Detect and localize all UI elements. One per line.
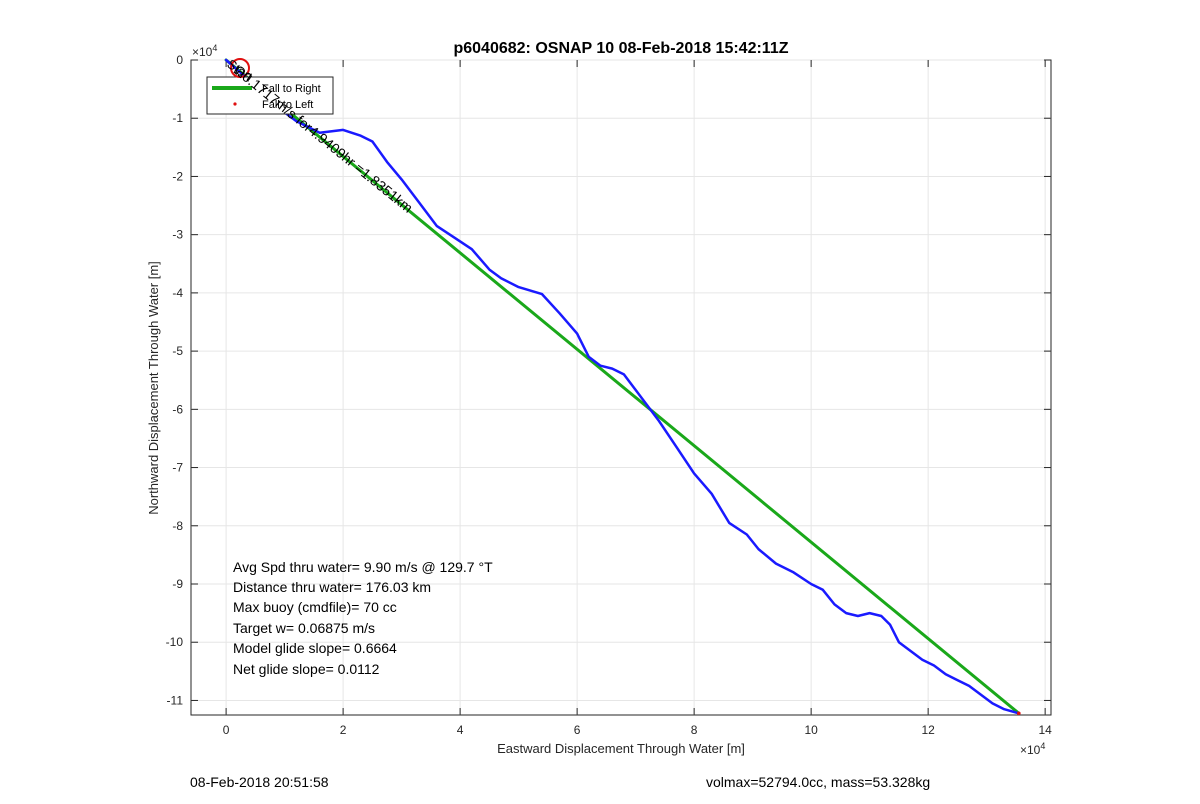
series-fall-to-right-line xyxy=(224,58,1021,715)
chart-title: p6040682: OSNAP 10 08-Feb-2018 15:42:11Z xyxy=(453,40,788,57)
start-marker-circle xyxy=(230,58,250,78)
x-tick-label: 12 xyxy=(921,723,935,737)
footer-params: volmax=52794.0cc, mass=53.328kg xyxy=(706,774,931,790)
y-axis-label: Northward Displacement Through Water [m] xyxy=(146,261,161,515)
x-tick-label: 6 xyxy=(574,723,581,737)
legend-swatch-fall-to-left xyxy=(233,102,237,106)
x-tick-label: 0 xyxy=(223,723,230,737)
x-axis-multiplier: ×104 xyxy=(1020,741,1045,757)
y-tick-label: -1 xyxy=(172,111,183,125)
y-tick-label: -6 xyxy=(172,402,183,416)
stat-max-buoy: Max buoy (cmdfile)= 70 cc xyxy=(233,599,397,615)
stat-model-glide: Model glide slope= 0.6664 xyxy=(233,640,397,656)
x-tick-label: 8 xyxy=(691,723,698,737)
stat-distance: Distance thru water= 176.03 km xyxy=(233,579,431,595)
y-tick-label: -4 xyxy=(172,286,183,300)
legend-label-fall-to-right: Fall to Right xyxy=(262,83,321,95)
legend: Fall to Right Fall to Left xyxy=(206,76,334,115)
axes-frame xyxy=(190,59,1052,716)
series-track-line xyxy=(224,58,1021,715)
y-tick-label: -11 xyxy=(167,693,184,707)
y-tick-label: -8 xyxy=(172,519,183,533)
x-tick-label: 4 xyxy=(457,723,464,737)
stat-avg-speed: Avg Spd thru water= 9.90 m/s @ 129.7 °T xyxy=(233,559,493,575)
y-tick-label: -5 xyxy=(172,344,183,358)
series-layer xyxy=(224,58,1021,716)
x-tick-label: 2 xyxy=(340,723,347,737)
x-axis-label: Eastward Displacement Through Water [m] xyxy=(497,741,745,756)
y-tick-label: -7 xyxy=(172,461,183,475)
y-tick-label: 0 xyxy=(176,53,183,67)
x-tick-label: 10 xyxy=(804,723,818,737)
legend-box xyxy=(206,76,334,115)
y-tick-label: -10 xyxy=(166,635,184,649)
stat-net-glide: Net glide slope= 0.0112 xyxy=(233,661,380,677)
x-tick-label: 14 xyxy=(1038,723,1052,737)
y-tick-label: -2 xyxy=(172,169,183,183)
grid-layer xyxy=(191,59,1051,715)
stat-target-w: Target w= 0.06875 m/s xyxy=(233,620,375,636)
y-tick-label: -9 xyxy=(172,577,183,591)
footer-timestamp: 08-Feb-2018 20:51:58 xyxy=(190,774,329,790)
tick-layer: 0 2 4 6 8 10 12 14 0 -1 -2 -3 -4 -5 -6 -7 -8 -9 -10 -11 xyxy=(166,53,1052,737)
y-tick-label: -3 xyxy=(172,228,183,242)
y-axis-multiplier: ×104 xyxy=(192,43,217,59)
end-point-marker xyxy=(1017,711,1021,716)
legend-label-fall-to-left: Fall to Left xyxy=(262,99,313,111)
stats-block: Avg Spd thru water= 9.90 m/s @ 129.7 °T … xyxy=(233,559,493,677)
